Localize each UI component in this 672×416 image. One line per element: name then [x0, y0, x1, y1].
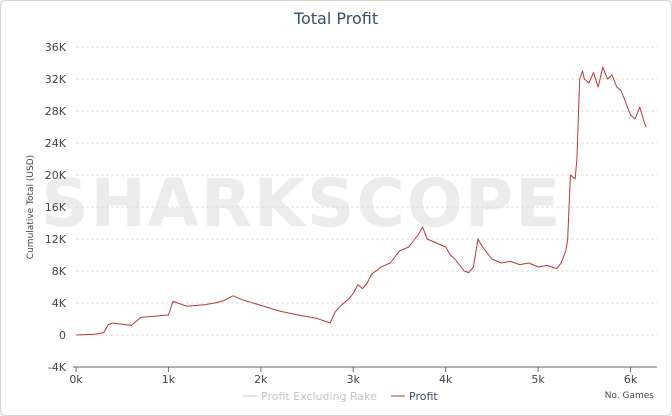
x-tick-label: 4k	[439, 373, 453, 386]
x-tick-label: 3k	[347, 373, 361, 386]
watermark-text: SHARKSCOPE	[41, 165, 562, 242]
chart-title: Total Profit	[293, 9, 379, 28]
series-layer	[75, 66, 647, 336]
x-tick-label: 6k	[624, 373, 638, 386]
x-tick-label: 5k	[531, 373, 545, 386]
profit-series-line	[75, 66, 647, 336]
y-tick-label: 28K	[45, 105, 67, 118]
y-axis-label: Cumulative Total (USD)	[26, 155, 36, 259]
y-tick-label: 24K	[45, 137, 67, 150]
y-tick-label: 8K	[52, 265, 67, 278]
y-tick-label: 36K	[45, 41, 67, 54]
y-tick-label: 0	[59, 329, 66, 342]
x-tick-label: 0k	[69, 373, 83, 386]
x-tick-label: 2k	[254, 373, 268, 386]
y-tick-label: -4K	[48, 361, 67, 374]
y-tick-label: 20K	[45, 169, 67, 182]
y-tick-label: 32K	[45, 73, 67, 86]
legend: Profit Excluding Rake Profit	[243, 390, 438, 403]
y-tick-label: 12K	[45, 233, 67, 246]
y-tick-label: 16K	[45, 201, 67, 214]
y-tick-label: 4K	[52, 297, 67, 310]
legend-item-label[interactable]: Profit Excluding Rake	[261, 390, 377, 403]
grid-lines	[76, 46, 657, 368]
x-axis-corner-label: No. Games	[605, 391, 655, 401]
legend-item-label[interactable]: Profit	[409, 390, 438, 403]
x-tick-label: 1k	[162, 373, 176, 386]
axes: -4K 0 4K 8K 12K 16K 20K 24K 28K 32K 36K 0k 1k 2k 3k 4k 5…	[45, 41, 657, 386]
